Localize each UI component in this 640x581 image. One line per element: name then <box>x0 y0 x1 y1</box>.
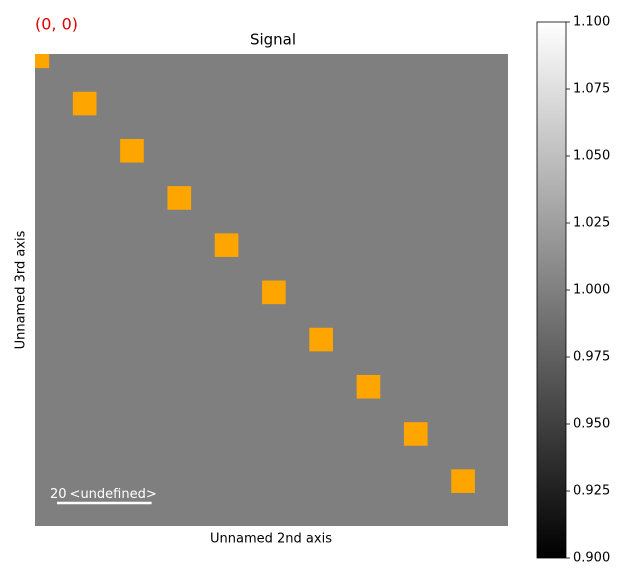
marker <box>309 327 333 352</box>
colorbar-tick-label: 1.075 <box>573 82 610 97</box>
marker <box>356 374 381 399</box>
colorbar-tick-label: 1.000 <box>573 283 610 298</box>
scalebar-units: <undefined> <box>70 487 157 502</box>
colorbar <box>536 21 567 559</box>
colorbar-tick-label: 0.900 <box>573 551 610 566</box>
marker <box>262 280 286 305</box>
colorbar-tick-label: 1.025 <box>573 216 610 231</box>
marker <box>167 186 192 210</box>
marker <box>214 233 239 257</box>
colorbar-tick-label: 1.100 <box>573 15 610 30</box>
scalebar-length: 20 <box>50 487 67 502</box>
plot-area <box>35 54 508 526</box>
colorbar-tick-label: 0.975 <box>573 350 610 365</box>
marker <box>72 91 97 116</box>
marker <box>120 138 144 163</box>
marker <box>35 54 50 69</box>
colorbar-tick-label: 0.925 <box>573 484 610 499</box>
corner-label: (0, 0) <box>35 15 78 34</box>
chart-title: Signal <box>250 31 296 49</box>
colorbar-tick-label: 0.950 <box>573 417 610 432</box>
y-axis-label: Unnamed 3rd axis <box>14 230 29 349</box>
marker <box>451 469 475 493</box>
scalebar-label: 20 <undefined> <box>50 487 157 502</box>
marker <box>403 422 428 446</box>
colorbar-tick-label: 1.050 <box>573 149 610 164</box>
x-axis-label: Unnamed 2nd axis <box>210 532 332 547</box>
